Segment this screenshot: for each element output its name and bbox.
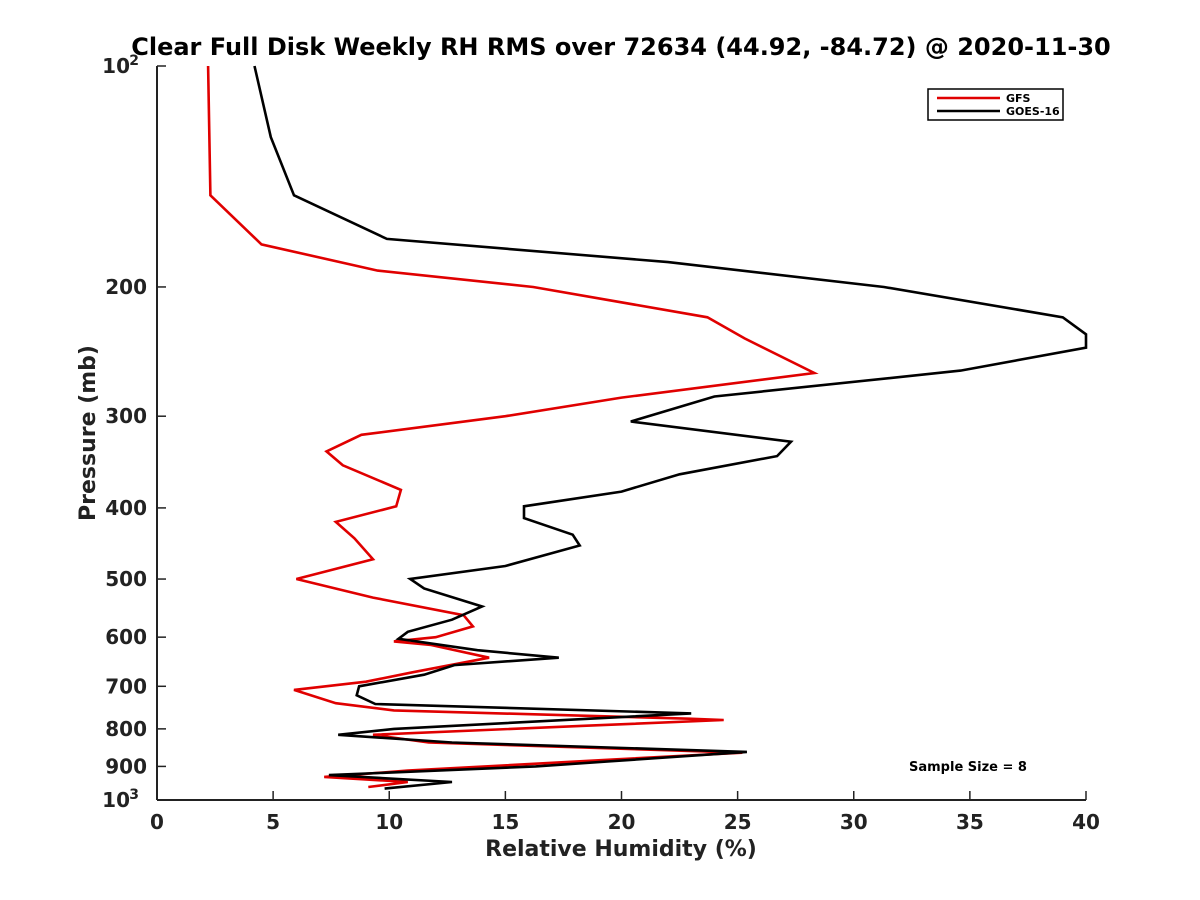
x-tick-label: 20 bbox=[608, 810, 636, 834]
y-tick-label: 900 bbox=[105, 754, 147, 778]
legend-label-goes-16: GOES-16 bbox=[1006, 105, 1060, 118]
series-line-goes-16 bbox=[253, 65, 1088, 790]
y-tick-label-power: 10 3 bbox=[102, 787, 139, 812]
legend-label-gfs: GFS bbox=[1006, 92, 1031, 105]
y-tick-label: 300 bbox=[105, 404, 147, 428]
x-tick-label: 30 bbox=[840, 810, 868, 834]
y-tick-exponent: 2 bbox=[129, 53, 139, 69]
sample-size-annotation: Sample Size = 8 bbox=[909, 760, 1027, 775]
x-axis-label: Relative Humidity (%) bbox=[485, 837, 757, 862]
y-tick-label: 500 bbox=[105, 567, 147, 591]
y-tick-exponent: 3 bbox=[129, 787, 139, 803]
x-tick-label: 0 bbox=[150, 810, 164, 834]
plot-area bbox=[156, 65, 1088, 801]
series-line-gfs bbox=[206, 65, 819, 789]
x-tick-label: 35 bbox=[956, 810, 984, 834]
x-tick-label: 40 bbox=[1072, 810, 1100, 834]
y-tick-label-power: 10 2 bbox=[102, 53, 139, 78]
x-tick-label: 15 bbox=[491, 810, 519, 834]
y-tick-label: 200 bbox=[105, 275, 147, 299]
x-tick-label: 10 bbox=[375, 810, 403, 834]
y-tick-base: 10 bbox=[102, 788, 130, 812]
y-tick-label: 700 bbox=[105, 674, 147, 698]
y-tick-label: 800 bbox=[105, 717, 147, 741]
y-axis-label: Pressure (mb) bbox=[76, 345, 101, 521]
legend-box bbox=[927, 88, 1064, 121]
y-tick-base: 10 bbox=[102, 54, 130, 78]
x-tick-label: 5 bbox=[266, 810, 280, 834]
y-tick-label: 400 bbox=[105, 496, 147, 520]
x-tick-label: 25 bbox=[724, 810, 752, 834]
chart-title: Clear Full Disk Weekly RH RMS over 72634… bbox=[131, 33, 1111, 61]
y-tick-label: 600 bbox=[105, 625, 147, 649]
x-axis-ticks: 0 5 10 15 20 25 30 35 40 bbox=[150, 791, 1100, 834]
